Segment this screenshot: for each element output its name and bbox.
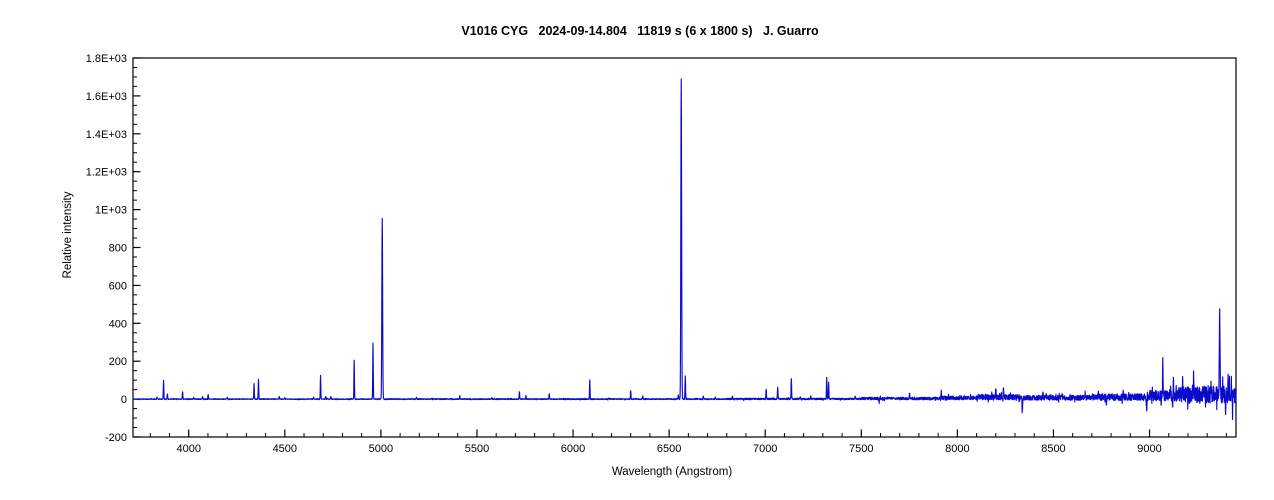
x-tick-label: 6000: [561, 443, 585, 455]
x-axis-label: Wavelength (Angstrom): [611, 466, 733, 478]
y-tick-label: 1.8E+03: [86, 53, 127, 65]
x-tick-label: 4500: [273, 443, 297, 455]
y-tick-label: 0: [121, 394, 127, 406]
x-tick-label: 4000: [176, 443, 200, 455]
plot-border: [132, 57, 1237, 438]
y-tick-label: 1.4E+03: [86, 129, 127, 141]
x-tick-label: 9000: [1137, 443, 1161, 455]
y-axis-label: Relative intensity: [62, 191, 74, 279]
x-tick-label: 5000: [369, 443, 393, 455]
y-tick-label: 1E+03: [95, 205, 127, 217]
spectrum-line: [132, 78, 1237, 421]
x-tick-label: 6500: [657, 443, 681, 455]
x-axis-ticks: 4000 4500 5000 5500 6000 6500 7000 7500 8000 8500…: [149, 429, 1227, 455]
x-tick-label: 8500: [1041, 443, 1065, 455]
x-tick-label: 7500: [849, 443, 873, 455]
y-tick-label: 400: [109, 318, 127, 330]
y-tick-label: 600: [109, 280, 127, 292]
x-tick-label: 5500: [465, 443, 489, 455]
x-tick-label: 8000: [945, 443, 969, 455]
y-tick-label: 1.2E+03: [86, 167, 127, 179]
y-axis-ticks: -200 0 200 400 600 800 1E+03 1.2E+03 1.4E+03 1.6E…: [86, 53, 141, 444]
y-tick-label: 1.6E+03: [86, 91, 127, 103]
x-tick-label: 7000: [753, 443, 777, 455]
y-tick-label: 200: [109, 356, 127, 368]
y-tick-label: 800: [109, 243, 127, 255]
y-tick-label: -200: [105, 432, 127, 444]
chart-title: V1016 CYG 2024-09-14.804 11819 s (6 x 18…: [461, 24, 819, 38]
